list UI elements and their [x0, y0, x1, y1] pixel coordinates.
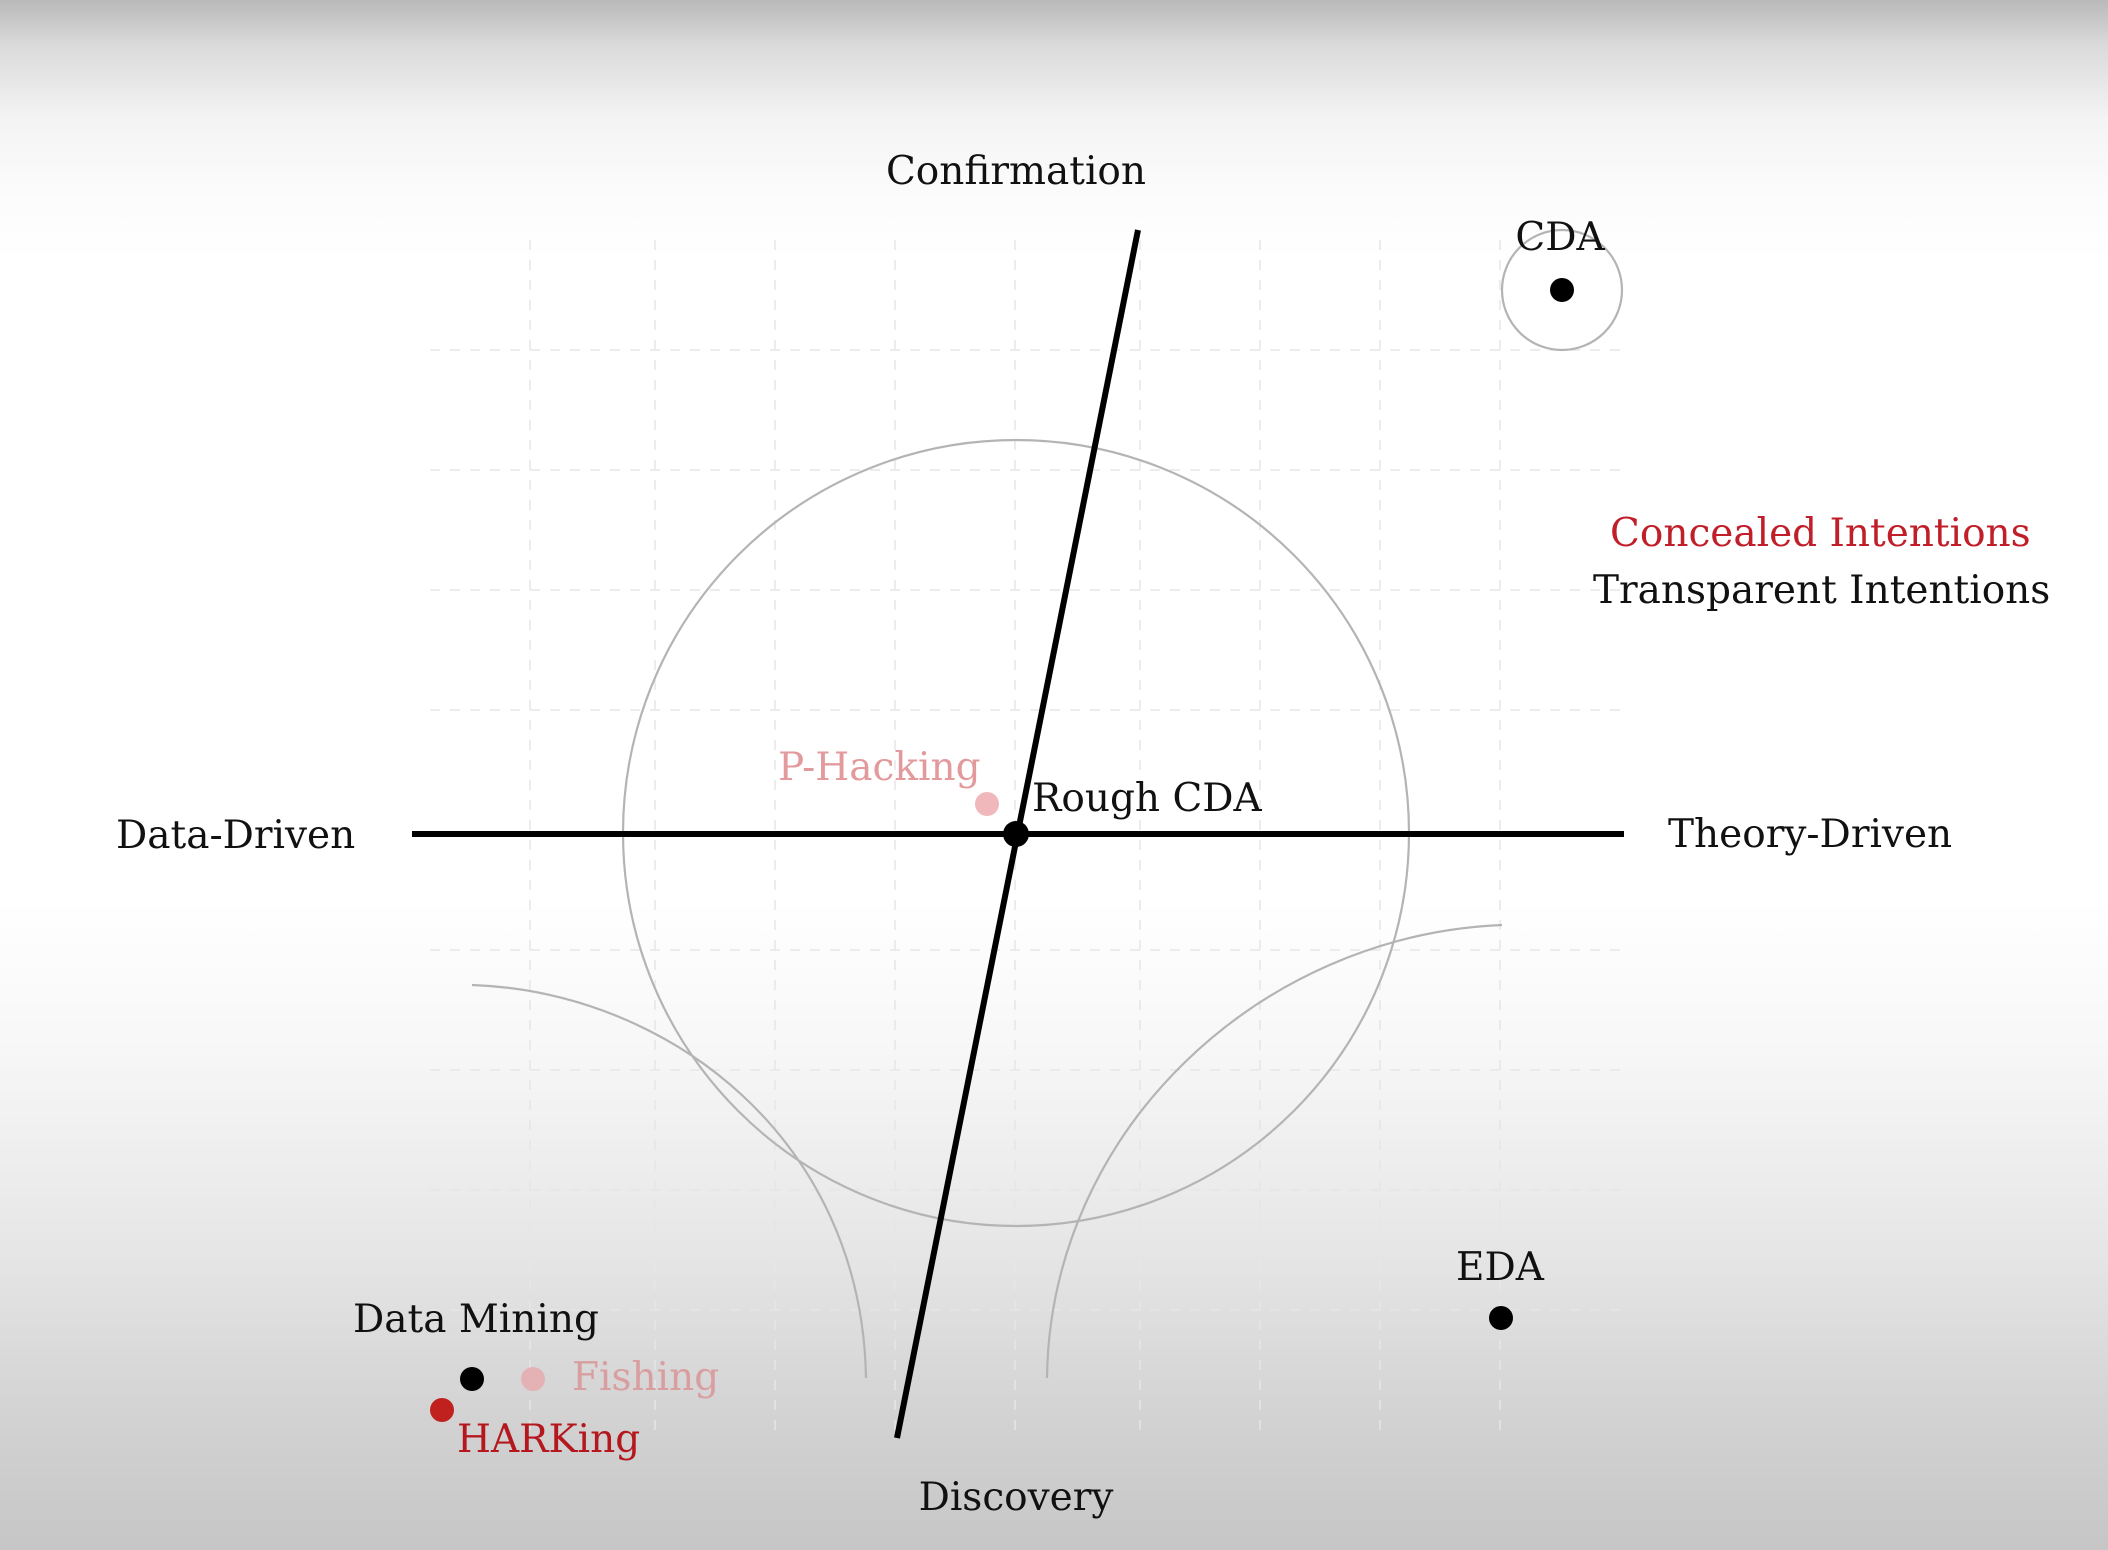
- p-hacking-point: [975, 792, 999, 816]
- data-mining-point: [460, 1367, 484, 1391]
- rough-cda-point: [1003, 821, 1029, 847]
- label-data-mining: Data Mining: [353, 1297, 599, 1342]
- axis-label-confirmation: Confirmation: [886, 149, 1146, 194]
- label-rough-cda: Rough CDA: [1032, 776, 1263, 821]
- label-cda: CDA: [1515, 215, 1605, 260]
- label-harking: HARKing: [457, 1417, 640, 1462]
- legend: Concealed Intentions Transparent Intenti…: [1593, 511, 2050, 613]
- legend-transparent-intentions: Transparent Intentions: [1593, 568, 2050, 613]
- right-lower-arc: [1045, 923, 1503, 1379]
- left-lower-arc: [471, 983, 868, 1379]
- fishing-point: [521, 1367, 545, 1391]
- cda-point: [1550, 278, 1574, 302]
- label-p-hacking: P-Hacking: [778, 745, 981, 790]
- legend-concealed-intentions: Concealed Intentions: [1610, 511, 2031, 556]
- harking-point: [430, 1398, 454, 1422]
- axis-label-discovery: Discovery: [919, 1475, 1114, 1520]
- label-fishing: Fishing: [572, 1355, 719, 1400]
- axis-label-data-driven: Data-Driven: [116, 813, 355, 858]
- cda-region-circle: [1500, 228, 1624, 352]
- eda-point: [1489, 1306, 1513, 1330]
- axis-label-theory-driven: Theory-Driven: [1668, 812, 1952, 857]
- label-eda: EDA: [1456, 1245, 1545, 1290]
